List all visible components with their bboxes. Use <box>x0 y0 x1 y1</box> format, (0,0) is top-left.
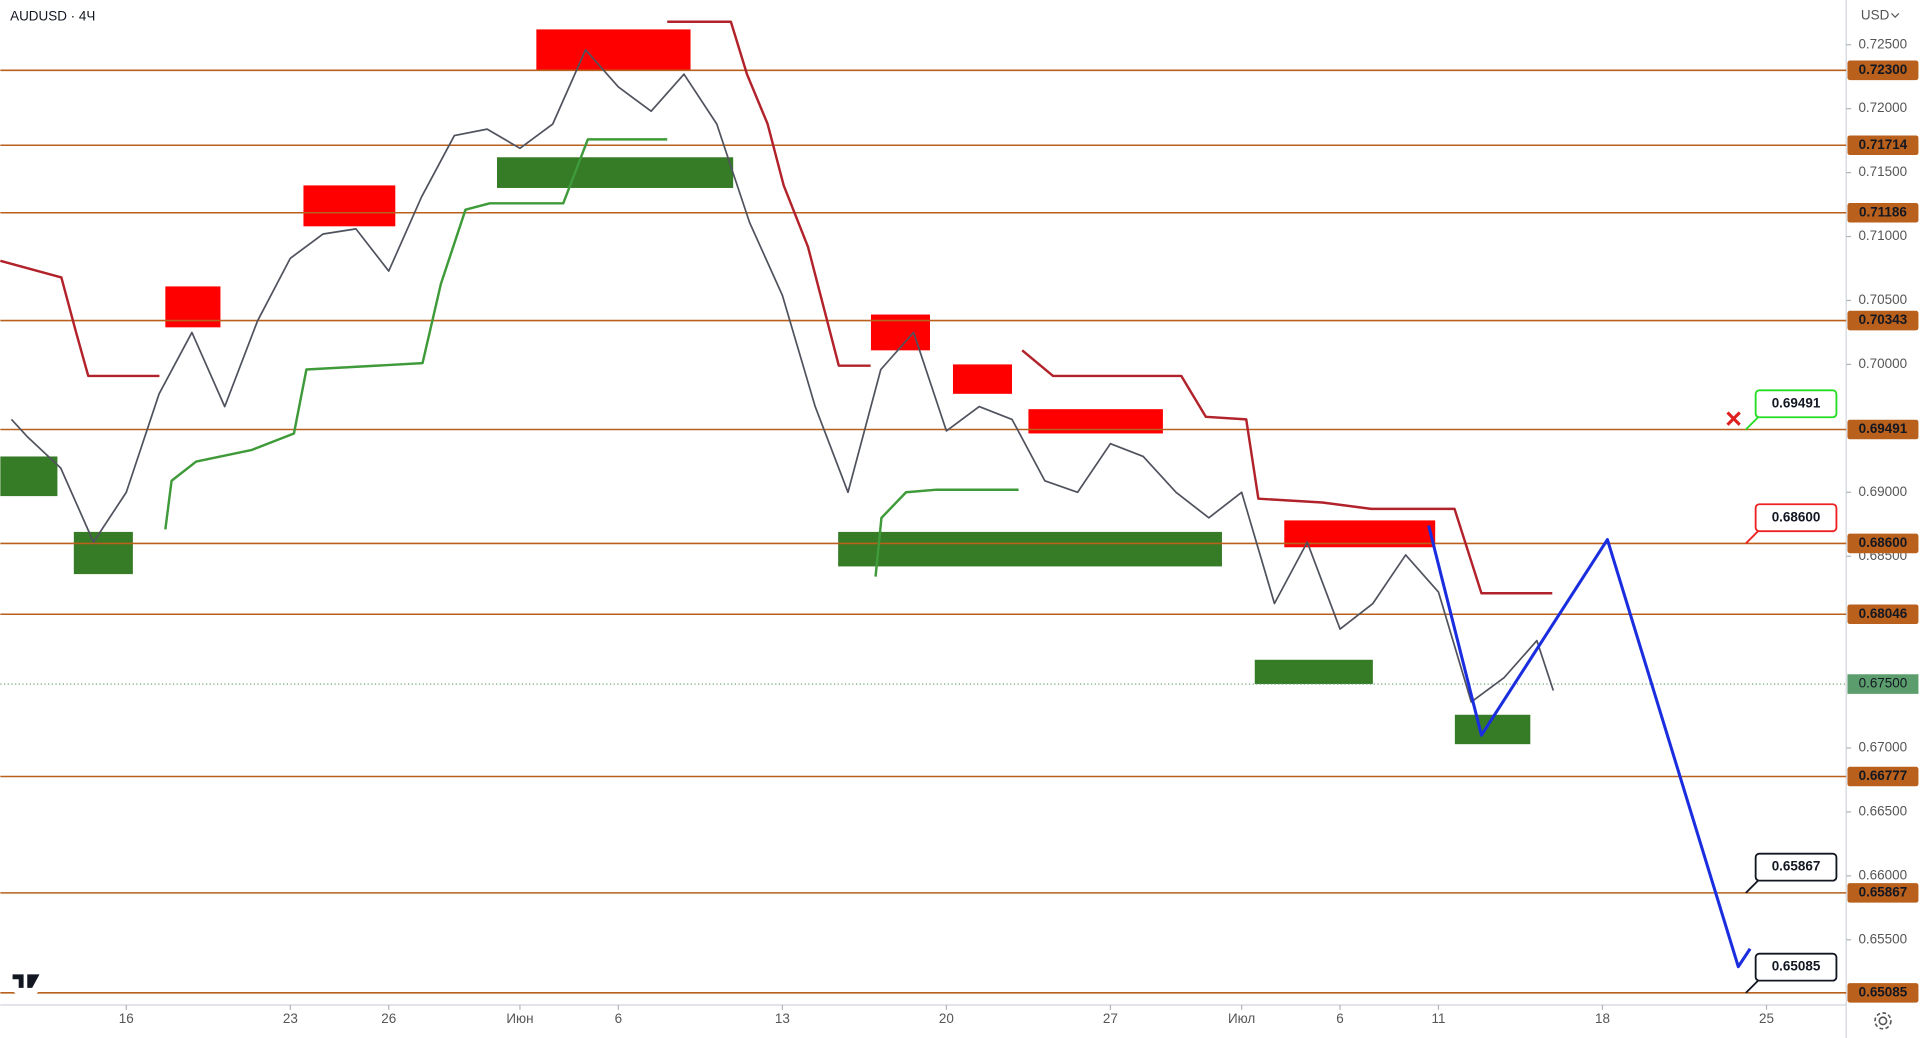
x-tick-label: Июл <box>1228 1011 1255 1026</box>
level-label: 0.69491 <box>1859 421 1908 436</box>
red-cross-icon <box>1726 411 1741 426</box>
y-tick-label: 0.72500 <box>1858 36 1907 51</box>
level-label: 0.68600 <box>1859 535 1908 550</box>
x-tick-label: 23 <box>283 1011 298 1026</box>
y-tick-label: 0.72000 <box>1858 100 1907 115</box>
x-tick-label: 11 <box>1431 1011 1445 1026</box>
zone <box>952 364 1013 394</box>
zone <box>303 185 396 227</box>
callout-label: 0.65085 <box>1772 959 1821 974</box>
level-label-box <box>1847 983 1919 1003</box>
level-label-box <box>1847 135 1919 156</box>
y-tick-label: 0.71500 <box>1858 164 1907 179</box>
callout-leader <box>1745 530 1759 545</box>
level-label: 0.71186 <box>1859 204 1907 219</box>
x-tick-label: 20 <box>939 1011 954 1026</box>
x-tick-label: 18 <box>1595 1011 1610 1026</box>
x-tick-label: 6 <box>615 1011 622 1026</box>
level-label: 0.71714 <box>1859 137 1908 152</box>
y-tick-label: 0.65500 <box>1858 931 1907 946</box>
level-label-box <box>1847 883 1919 903</box>
symbol-title: AUDUSD · 4Ч <box>10 9 95 24</box>
level-label: 0.70343 <box>1859 312 1908 327</box>
level-label-box <box>1847 419 1919 440</box>
callout-box <box>1754 389 1838 419</box>
y-tick-label: 0.66000 <box>1858 867 1907 882</box>
price-line <box>10 49 1555 703</box>
last-price-box <box>1847 674 1919 694</box>
y-tick-label: 0.66500 <box>1858 803 1907 818</box>
zone <box>1254 659 1373 685</box>
level-label: 0.65867 <box>1859 884 1908 899</box>
level-label-box <box>1847 533 1919 554</box>
plot-area: 0.69491 0.68600 0.65867 0.65085 <box>0 20 1847 994</box>
trend-line <box>874 488 1019 577</box>
zone <box>536 29 691 71</box>
projection-line <box>1427 525 1752 969</box>
trend-line <box>1021 349 1553 595</box>
callout-box <box>1754 952 1838 982</box>
callout-box <box>1754 852 1838 882</box>
level-label: 0.65085 <box>1859 984 1908 999</box>
callout-box <box>1754 503 1838 533</box>
currency-dropdown-icon[interactable] <box>1891 13 1900 19</box>
x-tick-label: Июн <box>506 1011 533 1026</box>
y-tick-label: 0.70000 <box>1858 356 1907 371</box>
x-tick-label: 25 <box>1759 1011 1774 1026</box>
zone <box>73 531 133 575</box>
x-tick-label: 6 <box>1336 1011 1343 1026</box>
zone <box>838 531 1222 567</box>
tradingview-logo[interactable] <box>10 965 42 998</box>
last-price-label: 0.67500 <box>1859 676 1908 691</box>
y-tick-label: 0.67000 <box>1858 740 1907 755</box>
settings-icon[interactable] <box>1874 1012 1892 1030</box>
callout-label: 0.69491 <box>1772 395 1821 410</box>
zone <box>496 157 734 188</box>
zone <box>0 456 58 497</box>
y-tick-label: 0.69000 <box>1858 484 1907 499</box>
level-label-box <box>1847 202 1919 223</box>
x-tick-label: 16 <box>119 1011 134 1026</box>
level-label: 0.72300 <box>1859 62 1908 77</box>
currency-label[interactable]: USD <box>1861 7 1890 22</box>
trend-line <box>164 138 668 530</box>
level-label-box <box>1847 604 1919 625</box>
trend-line <box>0 259 160 378</box>
y-tick-label: 0.70500 <box>1858 292 1907 307</box>
level-label-box <box>1847 766 1919 787</box>
level-label: 0.68046 <box>1859 606 1908 621</box>
callout-leader <box>1745 416 1759 431</box>
level-label-box <box>1847 310 1919 331</box>
x-tick-label: 13 <box>775 1011 790 1026</box>
callout-leader <box>1745 979 1759 994</box>
x-tick-label: 27 <box>1103 1011 1118 1026</box>
callout-leader <box>1745 879 1759 894</box>
callout-label: 0.68600 <box>1772 509 1821 524</box>
callout-label: 0.65867 <box>1772 859 1821 874</box>
y-tick-label: 0.71000 <box>1858 228 1907 243</box>
level-label-box <box>1847 60 1919 81</box>
x-tick-label: 26 <box>381 1011 396 1026</box>
trend-line <box>667 20 871 367</box>
level-label: 0.66777 <box>1859 768 1908 783</box>
